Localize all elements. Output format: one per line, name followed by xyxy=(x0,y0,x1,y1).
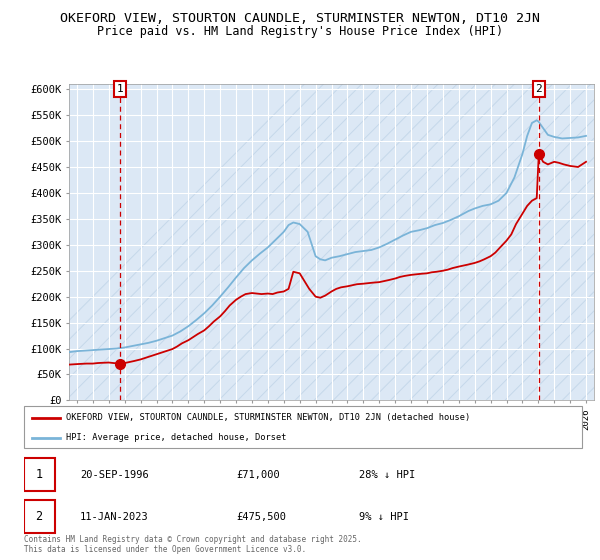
Text: Price paid vs. HM Land Registry's House Price Index (HPI): Price paid vs. HM Land Registry's House … xyxy=(97,25,503,38)
FancyBboxPatch shape xyxy=(24,458,55,491)
Text: 28% ↓ HPI: 28% ↓ HPI xyxy=(359,470,415,479)
Text: Contains HM Land Registry data © Crown copyright and database right 2025.
This d: Contains HM Land Registry data © Crown c… xyxy=(24,535,362,554)
Text: £475,500: £475,500 xyxy=(236,512,286,521)
FancyBboxPatch shape xyxy=(24,406,582,448)
Text: 20-SEP-1996: 20-SEP-1996 xyxy=(80,470,149,479)
Text: 1: 1 xyxy=(117,84,124,94)
Text: 9% ↓ HPI: 9% ↓ HPI xyxy=(359,512,409,521)
Text: HPI: Average price, detached house, Dorset: HPI: Average price, detached house, Dors… xyxy=(66,433,286,442)
FancyBboxPatch shape xyxy=(24,500,55,533)
Text: £71,000: £71,000 xyxy=(236,470,280,479)
Text: OKEFORD VIEW, STOURTON CAUNDLE, STURMINSTER NEWTON, DT10 2JN (detached house): OKEFORD VIEW, STOURTON CAUNDLE, STURMINS… xyxy=(66,413,470,422)
Text: OKEFORD VIEW, STOURTON CAUNDLE, STURMINSTER NEWTON, DT10 2JN: OKEFORD VIEW, STOURTON CAUNDLE, STURMINS… xyxy=(60,12,540,25)
Text: 2: 2 xyxy=(35,510,43,523)
Text: 2: 2 xyxy=(535,84,542,94)
Text: 1: 1 xyxy=(35,468,43,481)
Text: 11-JAN-2023: 11-JAN-2023 xyxy=(80,512,149,521)
